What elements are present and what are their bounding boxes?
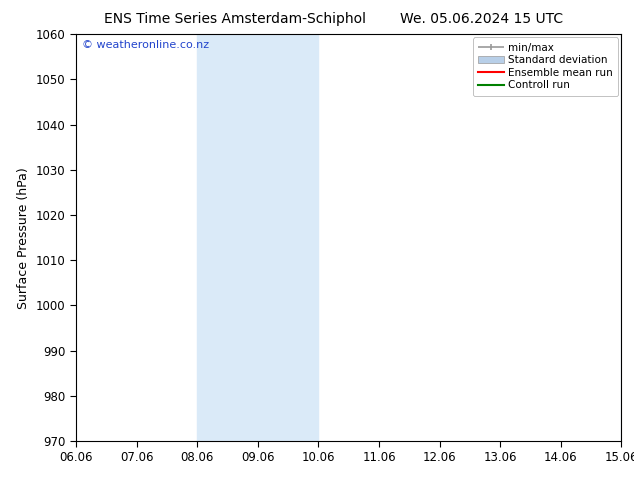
Text: ENS Time Series Amsterdam-Schiphol: ENS Time Series Amsterdam-Schiphol bbox=[103, 12, 366, 26]
Text: We. 05.06.2024 15 UTC: We. 05.06.2024 15 UTC bbox=[400, 12, 564, 26]
Bar bbox=[197, 34, 318, 441]
Bar bbox=[621, 34, 634, 441]
Y-axis label: Surface Pressure (hPa): Surface Pressure (hPa) bbox=[17, 167, 30, 309]
Text: © weatheronline.co.nz: © weatheronline.co.nz bbox=[82, 40, 209, 50]
Legend: min/max, Standard deviation, Ensemble mean run, Controll run: min/max, Standard deviation, Ensemble me… bbox=[473, 37, 618, 96]
